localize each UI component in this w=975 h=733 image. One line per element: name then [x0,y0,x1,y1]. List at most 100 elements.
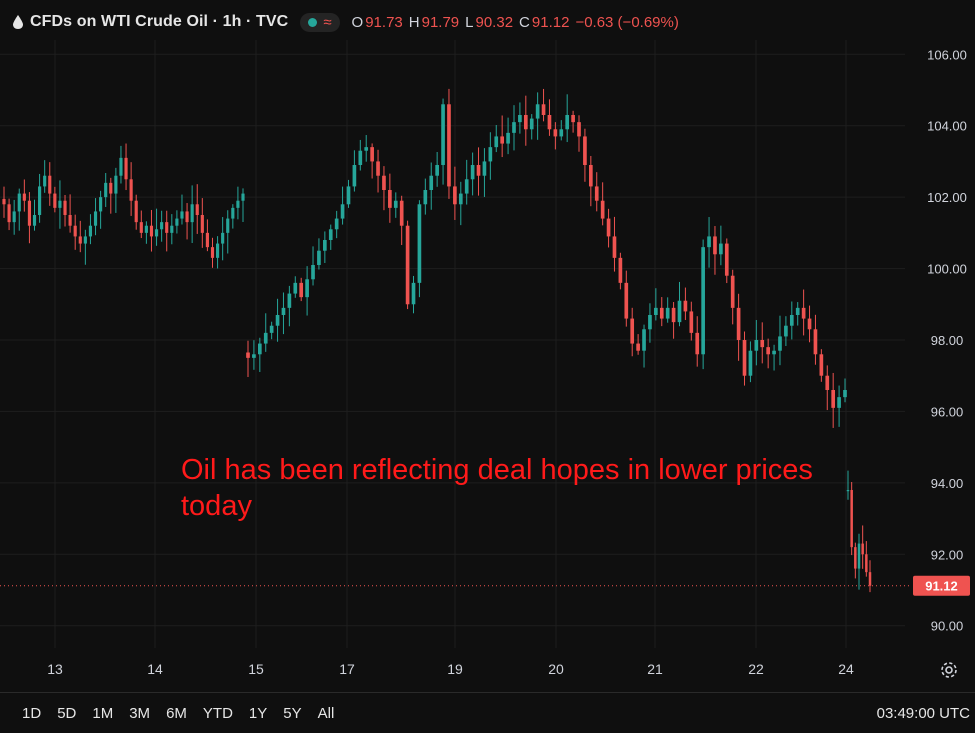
range-button-1m[interactable]: 1M [92,704,114,722]
candle-body [789,315,794,326]
candle-body [114,175,118,194]
candle-body [571,115,575,123]
price-tick-label: 102.00 [927,190,967,205]
candle-body [252,354,256,358]
time-tick-label: 20 [548,661,564,677]
candle-body [246,352,250,358]
candle-body [190,204,194,223]
time-tick-label: 24 [838,661,854,677]
candle-body [825,375,830,390]
candle-body [482,161,487,176]
market-status-pill[interactable]: ≈ [300,12,340,32]
candle-body [195,204,199,215]
price-tick-label: 100.00 [927,262,967,277]
candle-body [311,265,315,280]
candle-body [857,543,861,569]
candle-body [846,490,850,492]
candle-body [577,122,581,137]
candle-body [241,193,245,201]
candle-body [226,218,230,233]
candle-body [795,307,800,315]
low-value: 90.32 [475,13,514,31]
candle-body [801,307,806,319]
candle-body [648,315,652,330]
chart-header: CFDs on WTI Crude Oil · 1h · TVC ≈ O 91.7… [12,9,679,35]
candle-body [358,150,363,165]
price-tick-label: 90.00 [931,619,964,634]
candle-body [78,236,82,244]
candle-body [393,200,398,208]
candle-body [659,307,664,319]
candle-body [269,325,274,333]
candle-body [583,136,587,165]
candles [2,88,872,593]
candle-body [200,215,204,233]
range-button-ytd[interactable]: YTD [202,704,233,722]
candle-body [695,332,700,355]
candle-body [807,318,812,330]
candle-body [287,293,292,308]
candle-body [364,147,369,151]
candle-body [683,300,688,312]
candle-body [707,236,711,248]
candle-body [701,247,705,355]
candle-body [2,198,6,205]
candle-body [236,200,240,208]
candle-body [677,300,682,323]
candle-body [399,200,404,226]
candle-body [523,115,528,130]
candle-body [215,243,220,258]
candle-body [760,340,765,348]
range-button-5d[interactable]: 5D [57,704,77,722]
candle-body [340,204,345,219]
price-tick-label: 92.00 [931,547,964,562]
candle-body [376,161,380,176]
range-button-1d[interactable]: 1D [22,704,42,722]
price-chart[interactable]: 106.00 104.00 102.00 100.00 98.00 96.00 94.00 9… [0,0,975,692]
candle-body [221,232,225,244]
range-button-all[interactable]: All [317,704,335,722]
candle-body [323,240,327,251]
candle-body [541,104,546,115]
candle-body [124,157,128,180]
chart-grid [0,40,905,648]
gear-icon[interactable] [940,661,958,679]
candle-body [154,229,159,237]
bottom-toolbar: 1D 5D 1M 3M 6M YTD 1Y 5Y All 03:49:00 UTC [0,692,975,733]
candle-body [175,218,179,226]
candle-body [165,222,169,233]
candle-body [671,307,676,323]
range-button-3m[interactable]: 3M [129,704,151,722]
candle-body [58,200,62,208]
candle-body [144,225,148,233]
candle-body [831,390,836,408]
candle-body [464,179,469,194]
candle-body [850,490,853,548]
candle-body [458,193,463,205]
candle-body [435,165,439,176]
candle-body [423,190,428,205]
range-button-5y[interactable]: 5Y [283,704,302,722]
high-label: H [408,13,420,31]
candle-body [32,215,37,226]
candle-body [104,182,108,198]
candle-body [210,247,215,258]
candle-body [724,243,729,276]
utc-clock[interactable]: 03:49:00 UTC [876,704,970,722]
last-price-label: 91.12 [925,579,958,594]
candle-body [606,218,611,237]
candle-body [7,204,11,223]
candle-body [506,132,510,144]
candle-body [119,157,123,176]
range-selector: 1D 5D 1M 3M 6M YTD 1Y 5Y All [22,705,334,722]
candle-body [689,311,694,333]
range-button-6m[interactable]: 6M [166,704,187,722]
candle-body [713,236,717,255]
candle-body [88,225,93,237]
candle-body [328,229,333,240]
time-axis: 13 14 15 17 19 20 21 22 24 [47,661,854,677]
range-button-1y[interactable]: 1Y [248,704,268,722]
candle-body [600,200,605,219]
candle-body [275,315,280,326]
symbol-title[interactable]: CFDs on WTI Crude Oil · 1h · TVC [30,13,289,30]
